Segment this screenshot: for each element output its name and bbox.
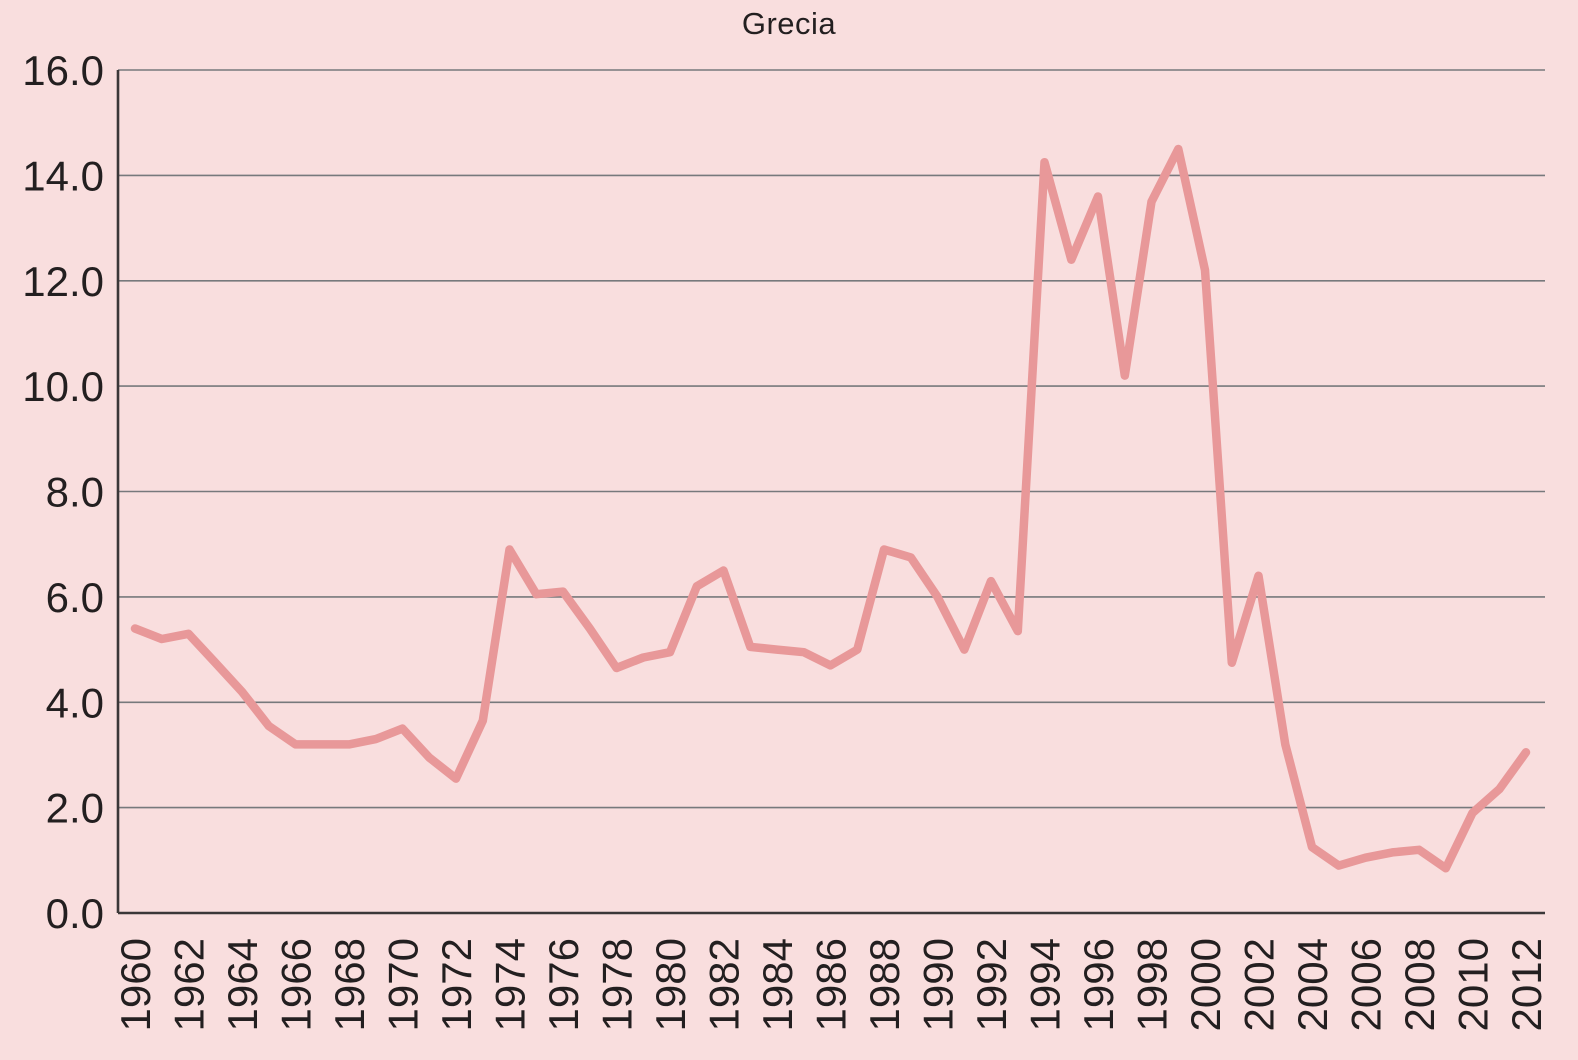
x-tick-label: 2002 [1236, 938, 1283, 1031]
x-tick-label: 1980 [647, 938, 694, 1031]
x-tick-label: 1978 [594, 938, 641, 1031]
x-tick-label: 1990 [915, 938, 962, 1031]
series-line-grecia [130, 144, 1531, 873]
y-tick-label: 0.0 [46, 890, 104, 937]
y-tick-label: 8.0 [46, 469, 104, 516]
x-tick-label: 2010 [1450, 938, 1497, 1031]
x-tick-label: 1960 [112, 938, 159, 1031]
x-tick-label: 2004 [1289, 938, 1336, 1031]
x-tick-label: 1964 [219, 938, 266, 1031]
x-tick-label: 2012 [1503, 938, 1550, 1031]
x-tick-label: 1994 [1022, 938, 1069, 1031]
x-tick-label: 1976 [540, 938, 587, 1031]
chart-title: Grecia [741, 6, 837, 41]
y-tick-label: 10.0 [22, 363, 104, 410]
x-tick-label: 1996 [1075, 938, 1122, 1031]
x-tick-label: 2000 [1182, 938, 1229, 1031]
y-tick-label: 16.0 [22, 47, 104, 94]
x-tick-label: 1998 [1129, 938, 1176, 1031]
x-tick-label: 1982 [701, 938, 748, 1031]
y-tick-label: 12.0 [22, 258, 104, 305]
x-tick-label: 1988 [861, 938, 908, 1031]
y-tick-label: 4.0 [46, 679, 104, 726]
x-tick-label: 1986 [808, 938, 855, 1031]
x-tick-label: 1968 [326, 938, 373, 1031]
x-tick-label: 1974 [487, 938, 534, 1031]
y-tick-label: 14.0 [22, 152, 104, 199]
x-tick-label: 1970 [380, 938, 427, 1031]
x-tick-label: 1984 [754, 938, 801, 1031]
x-tick-label: 2008 [1396, 938, 1443, 1031]
y-tick-label: 2.0 [46, 785, 104, 832]
x-tick-label: 1962 [166, 938, 213, 1031]
x-tick-label: 1972 [433, 938, 480, 1031]
x-tick-label: 1966 [273, 938, 320, 1031]
x-tick-label: 2006 [1343, 938, 1390, 1031]
y-tick-label: 6.0 [46, 574, 104, 621]
x-tick-label: 1992 [968, 938, 1015, 1031]
